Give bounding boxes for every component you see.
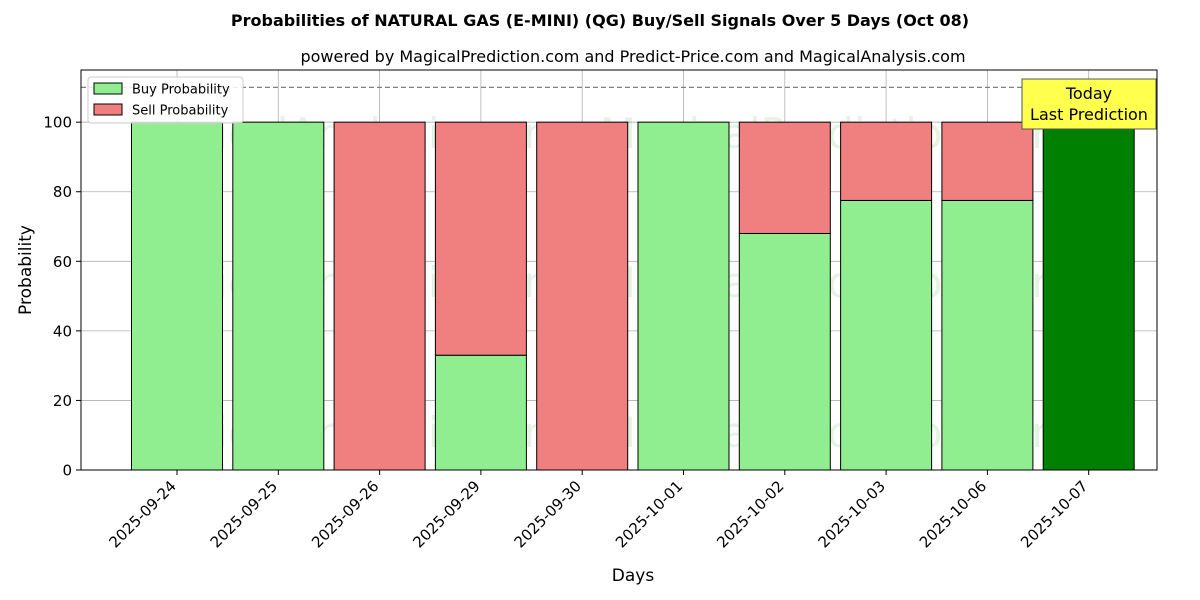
bars-layer [131,121,1135,471]
x-tick-label: 2025-09-24 [105,477,179,551]
legend-box [87,76,244,124]
bar-sell [434,121,527,356]
today-annotation: Today Last Prediction [1021,78,1157,130]
bar-buy [1042,121,1135,471]
bar-buy [434,354,527,471]
legend-swatch [93,103,123,116]
bar-buy [637,121,730,471]
annotation-text: Today [1065,84,1112,103]
y-tick-label: 40 [53,322,72,340]
chart-title: Probabilities of NATURAL GAS (E-MINI) (Q… [231,11,969,30]
bar-sell [738,121,831,234]
chart-subtitle: powered by MagicalPrediction.com and Pre… [300,47,965,66]
annotation-text: Last Prediction [1030,105,1148,124]
x-tick-label: 2025-09-30 [511,477,585,551]
x-tick-label: 2025-10-06 [916,477,990,551]
y-tick-label: 60 [53,253,72,271]
bar-sell [941,121,1034,201]
x-axis-label: Days [612,566,655,586]
bar-buy [131,121,223,471]
x-tick-label: 2025-10-07 [1017,477,1091,551]
x-tick-label: 2025-10-01 [612,477,686,551]
legend-label: Buy Probability [132,83,230,98]
y-tick-label: 20 [53,392,72,410]
x-tick-label: 2025-10-03 [815,477,889,551]
legend-label: Sell Probability [132,104,229,119]
legend-swatch [93,82,123,95]
legend: Buy Probability Sell Probability [87,76,244,124]
plot-frame [80,69,1158,471]
x-tick-label: 2025-09-25 [207,477,281,551]
y-tick-label: 80 [53,183,72,201]
bar-sell [536,121,629,471]
bar-sell [333,121,426,471]
y-axis-label: Probability [16,225,36,315]
x-tick-label: 2025-09-26 [308,477,382,551]
bar-buy [941,199,1034,471]
annotation-box [1021,78,1157,130]
bar-buy [840,199,933,471]
bar-sell [840,121,933,201]
bar-buy [232,121,325,471]
x-tick-label: 2025-10-02 [713,477,787,551]
x-tick-label: 2025-09-29 [409,477,483,551]
y-tick-label: 100 [43,114,72,132]
y-tick-label: 0 [62,462,72,480]
bar-buy [738,232,831,471]
